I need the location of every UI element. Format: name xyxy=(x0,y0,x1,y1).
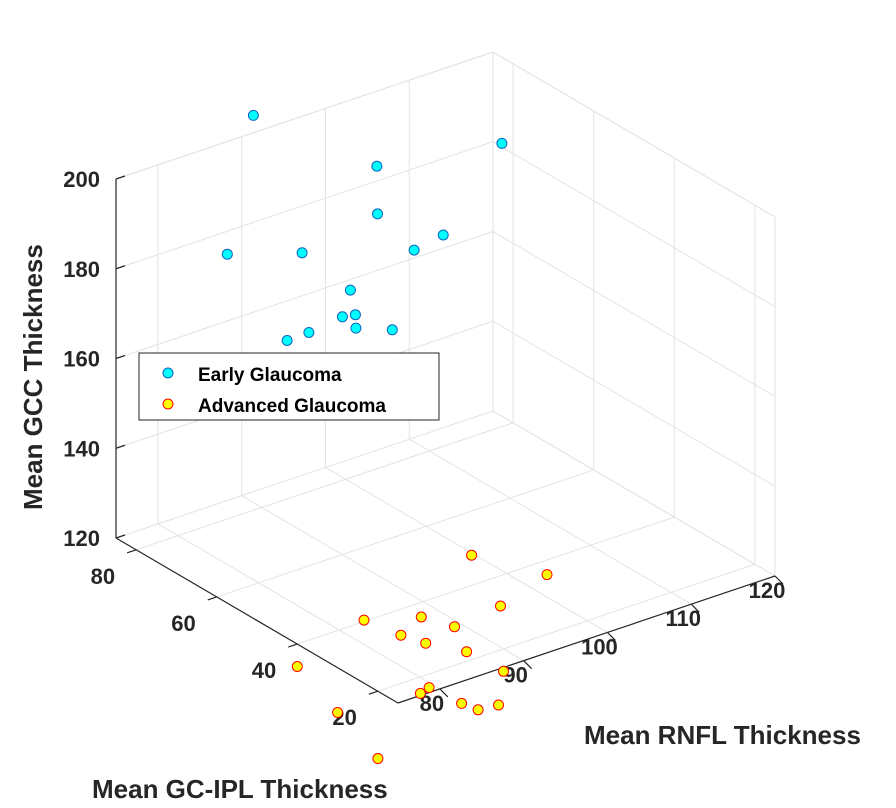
grid-line xyxy=(492,231,776,397)
grid-line xyxy=(115,410,494,539)
y-tick-label: 60 xyxy=(171,611,195,636)
grid-line xyxy=(115,141,494,270)
grid-line xyxy=(241,495,524,662)
x-tick-label: 90 xyxy=(503,663,527,688)
grid-line xyxy=(216,469,594,598)
grid-line xyxy=(408,438,692,605)
early-glaucoma-point xyxy=(296,247,308,259)
advanced-glaucoma-point xyxy=(493,699,504,711)
y-tick-label: 40 xyxy=(252,658,276,683)
advanced-glaucoma-point xyxy=(498,665,509,677)
advanced-glaucoma-point xyxy=(395,629,407,641)
early-glaucoma-point xyxy=(350,322,362,334)
early-glaucoma-point xyxy=(371,160,383,172)
z-tick xyxy=(115,265,126,270)
z-tick xyxy=(115,175,126,180)
y-axis-line xyxy=(115,537,399,704)
y-tick xyxy=(288,643,298,648)
z-tick xyxy=(115,444,126,449)
y-tick xyxy=(126,549,137,554)
advanced-glaucoma-point xyxy=(461,646,473,658)
y-tick-label: 80 xyxy=(91,564,115,589)
advanced-glaucoma-point xyxy=(372,753,384,764)
x-tick xyxy=(607,632,616,641)
z-axis-label: Mean GCC Thickness xyxy=(18,244,48,510)
z-tick-label: 140 xyxy=(63,436,100,461)
z-tick-label: 160 xyxy=(63,347,100,372)
grid-line xyxy=(115,51,494,180)
early-glaucoma-point xyxy=(303,327,315,338)
z-tick xyxy=(115,354,126,360)
advanced-glaucoma-point xyxy=(414,687,426,699)
z-tick xyxy=(115,534,126,539)
advanced-glaucoma-point xyxy=(423,682,435,694)
advanced-glaucoma-point xyxy=(472,704,484,716)
early-glaucoma-point xyxy=(496,137,508,149)
z-tick-label: 120 xyxy=(63,526,100,551)
advanced-glaucoma-point xyxy=(541,569,553,581)
x-tick-label: 120 xyxy=(749,578,786,603)
grid-line xyxy=(115,231,494,359)
y-tick xyxy=(207,596,217,601)
advanced-glaucoma-point xyxy=(358,614,370,626)
grid-line xyxy=(135,422,514,551)
advanced-glaucoma-point xyxy=(449,621,460,633)
z-tick-label: 200 xyxy=(63,167,100,192)
early-glaucoma-point xyxy=(386,324,398,336)
early-glaucoma-point xyxy=(408,244,420,256)
early-glaucoma-point xyxy=(437,229,449,241)
advanced-glaucoma-point xyxy=(415,611,427,623)
advanced-glaucoma-point xyxy=(495,600,506,612)
advanced-glaucoma-point xyxy=(332,707,344,718)
early-glaucoma-point xyxy=(221,248,233,260)
grid-line xyxy=(325,467,608,633)
advanced-glaucoma-point xyxy=(291,661,303,672)
x-tick xyxy=(690,603,700,613)
legend: Early Glaucoma Advanced Glaucoma xyxy=(138,352,440,421)
y-tick xyxy=(368,690,379,695)
grid-line xyxy=(157,523,441,690)
legend-label-advanced: Advanced Glaucoma xyxy=(198,396,386,417)
legend-label-early: Early Glaucoma xyxy=(198,365,342,386)
grid-line xyxy=(492,320,776,487)
grid-line xyxy=(297,516,675,645)
x-tick xyxy=(774,575,784,585)
data-points xyxy=(221,109,553,764)
legend-marker-advanced xyxy=(162,398,174,410)
early-glaucoma-point xyxy=(247,109,259,121)
grid-line xyxy=(492,51,776,218)
early-glaucoma-point xyxy=(344,284,356,296)
advanced-glaucoma-point xyxy=(420,637,432,649)
early-glaucoma-point xyxy=(281,335,293,346)
x-tick-label: 100 xyxy=(581,634,618,659)
z-tick-label: 180 xyxy=(63,257,100,282)
x-axis-label: Mean RNFL Thickness xyxy=(584,720,861,750)
grid-line xyxy=(377,563,756,692)
early-glaucoma-point xyxy=(336,311,348,323)
x-tick xyxy=(439,688,449,698)
grid-line xyxy=(492,141,776,308)
x-axis-line xyxy=(397,575,776,704)
early-glaucoma-point xyxy=(372,208,383,220)
grid-line xyxy=(492,410,776,577)
advanced-glaucoma-point xyxy=(466,549,478,561)
legend-box xyxy=(138,352,440,421)
x-tick-label: 110 xyxy=(665,606,701,631)
legend-marker-early xyxy=(162,367,174,379)
y-axis-label: Mean GC-IPL Thickness xyxy=(92,774,388,804)
advanced-glaucoma-point xyxy=(456,697,468,709)
x-tick xyxy=(523,660,533,670)
early-glaucoma-point xyxy=(349,309,361,321)
